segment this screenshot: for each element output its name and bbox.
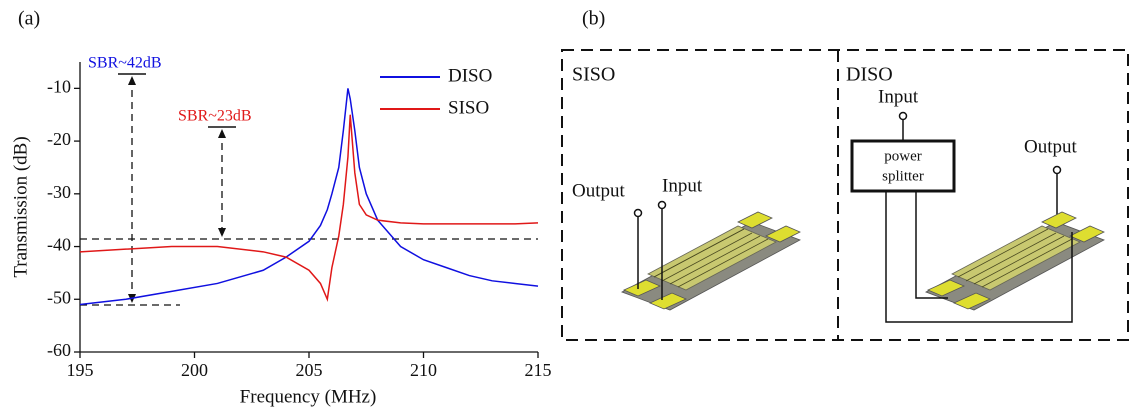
arrow-head bbox=[218, 129, 226, 138]
x-tick-label: 205 bbox=[296, 360, 323, 380]
splitter-box bbox=[850, 139, 956, 193]
series-line bbox=[79, 88, 539, 306]
port-label: Output bbox=[572, 180, 626, 201]
legend-label: SISO bbox=[448, 97, 489, 118]
annotation: SBR~42dB bbox=[88, 55, 162, 72]
port-label: Input bbox=[662, 175, 703, 196]
x-tick-label: 215 bbox=[525, 360, 552, 380]
x-axis-title: Frequency (MHz) bbox=[240, 386, 377, 407]
panel-label: (b) bbox=[582, 8, 605, 30]
x-tick-label: 195 bbox=[67, 360, 94, 380]
y-tick-label: -60 bbox=[47, 340, 71, 360]
wire bbox=[915, 191, 948, 299]
port-label: Input bbox=[878, 86, 919, 107]
chip bbox=[925, 211, 1105, 311]
panel-frame bbox=[561, 49, 1129, 341]
port bbox=[633, 208, 643, 218]
y-tick-label: -40 bbox=[47, 235, 71, 255]
panel-label: (a) bbox=[18, 8, 40, 30]
y-tick-label: -30 bbox=[47, 182, 71, 202]
x-tick-label: 210 bbox=[410, 360, 437, 380]
y-axis-title: Transmission (dB) bbox=[10, 136, 31, 277]
port-label: Output bbox=[1024, 136, 1078, 157]
splitter-label: power bbox=[884, 148, 922, 164]
panel-title: DISO bbox=[846, 64, 893, 86]
port bbox=[898, 111, 908, 121]
chip bbox=[621, 211, 801, 311]
x-tick-label: 200 bbox=[181, 360, 208, 380]
y-tick-label: -10 bbox=[47, 76, 71, 96]
arrow-head bbox=[128, 76, 136, 85]
wire bbox=[885, 191, 1073, 323]
annotation: SBR~23dB bbox=[178, 108, 252, 125]
diagram: (b) SISO DISO Output Input Input power s… bbox=[561, 8, 1129, 341]
series-line bbox=[79, 114, 539, 302]
plot: -60 -50 -40 -30 -20 -10 195 200 205 210 215 SBR~42d… bbox=[47, 55, 552, 380]
port bbox=[1052, 165, 1062, 175]
panel-title: SISO bbox=[572, 64, 615, 86]
y-tick-label: -50 bbox=[47, 287, 71, 307]
splitter-label: splitter bbox=[882, 168, 924, 184]
arrow-head bbox=[218, 228, 226, 237]
legend-label: DISO bbox=[448, 65, 492, 86]
port bbox=[657, 200, 667, 210]
y-tick-label: -20 bbox=[47, 129, 71, 149]
